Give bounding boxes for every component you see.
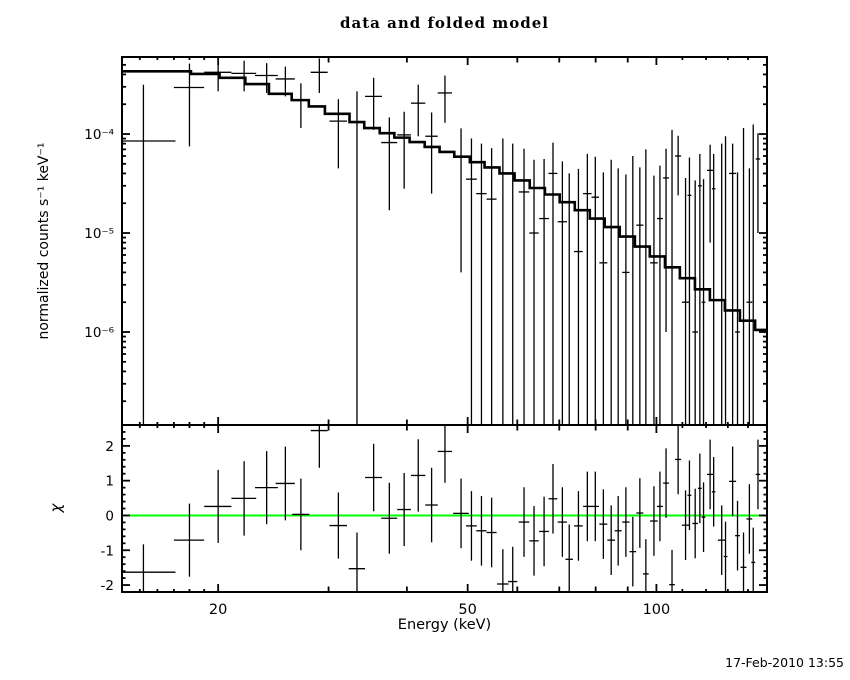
svg-text:10⁻⁵: 10⁻⁵ xyxy=(84,226,114,242)
timestamp: 17-Feb-2010 13:55 xyxy=(725,655,844,670)
svg-text:2: 2 xyxy=(105,439,114,455)
svg-text:100: 100 xyxy=(643,602,671,618)
svg-text:20: 20 xyxy=(209,602,227,618)
chart-title: data and folded model xyxy=(340,14,549,32)
svg-text:50: 50 xyxy=(458,602,476,618)
svg-text:1: 1 xyxy=(105,474,114,490)
svg-text:-2: -2 xyxy=(101,578,114,594)
svg-text:10⁻⁶: 10⁻⁶ xyxy=(84,325,114,341)
svg-text:10⁻⁴: 10⁻⁴ xyxy=(84,127,114,143)
svg-text:-1: -1 xyxy=(101,543,114,559)
x-axis-label: Energy (keV) xyxy=(397,617,492,633)
svg-text:0: 0 xyxy=(105,508,114,524)
